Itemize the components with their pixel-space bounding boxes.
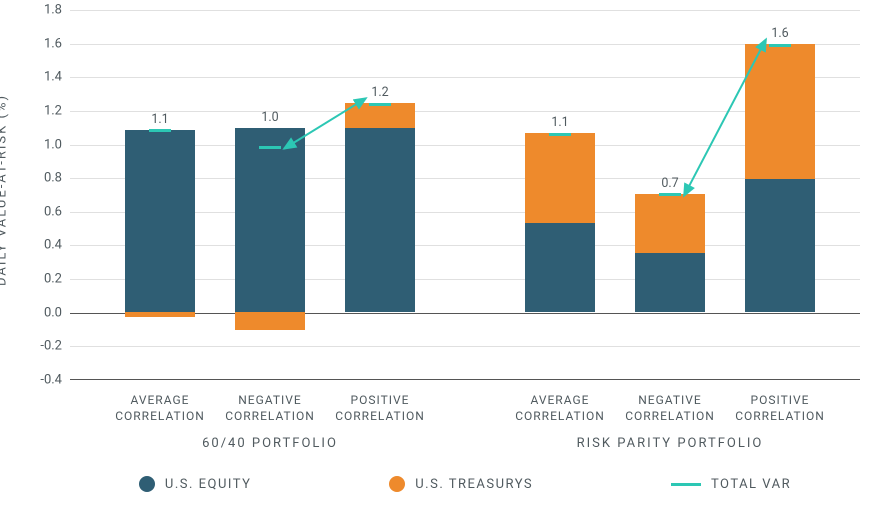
- legend-swatch-line: [671, 483, 701, 486]
- bar-segment-equity: [125, 130, 195, 312]
- bar-segment-equity: [345, 128, 415, 311]
- legend-label: TOTAL VAR: [711, 477, 791, 492]
- bar-value-label: 1.1: [151, 112, 168, 127]
- bar-segment-treasurys: [525, 133, 595, 222]
- y-tick-label: 0.6: [22, 204, 62, 219]
- bar-segment-equity: [635, 253, 705, 312]
- bar-segment-treasurys: [125, 312, 195, 317]
- y-tick-label: 1.6: [22, 36, 62, 51]
- total-var-marker: [659, 193, 681, 196]
- total-var-marker: [259, 146, 281, 149]
- y-tick-label: 0.2: [22, 272, 62, 287]
- bar: 1.0: [235, 9, 305, 379]
- y-tick-label: 0.4: [22, 238, 62, 253]
- bar: 1.2: [345, 9, 415, 379]
- bar-segment-equity: [525, 223, 595, 312]
- bar-segment-treasurys: [635, 194, 705, 253]
- legend-swatch-circle: [139, 476, 155, 492]
- category-label: POSITIVE CORRELATION: [330, 392, 430, 424]
- y-tick-label: 1.4: [22, 70, 62, 85]
- legend-item: TOTAL VAR: [671, 477, 791, 492]
- bar: 1.6: [745, 9, 815, 379]
- legend-label: U.S. TREASURYS: [415, 477, 533, 492]
- bar: 1.1: [525, 9, 595, 379]
- category-label: NEGATIVE CORRELATION: [620, 392, 720, 424]
- total-var-marker: [369, 103, 391, 106]
- bar: 1.1: [125, 9, 195, 379]
- legend: U.S. EQUITY U.S. TREASURYS TOTAL VAR: [70, 476, 860, 492]
- bar-segment-equity: [235, 128, 305, 311]
- y-tick-label: 0.0: [22, 305, 62, 320]
- bar-segment-treasurys: [235, 312, 305, 331]
- bar-value-label: 1.6: [771, 26, 788, 41]
- total-var-marker: [769, 44, 791, 47]
- y-tick-label: 1.8: [22, 3, 62, 18]
- chart-area: -0.4-0.20.00.20.40.60.81.01.21.41.61.81.…: [70, 10, 860, 380]
- y-axis-label: DAILY VALUE-AT-RISK (%): [0, 94, 10, 286]
- bar-value-label: 1.1: [551, 115, 568, 130]
- category-label: AVERAGE CORRELATION: [510, 392, 610, 424]
- y-tick-label: 1.0: [22, 137, 62, 152]
- bar: 0.7: [635, 9, 705, 379]
- legend-swatch-circle: [389, 476, 405, 492]
- total-var-marker: [149, 129, 171, 132]
- y-tick-label: 1.2: [22, 103, 62, 118]
- category-label: NEGATIVE CORRELATION: [220, 392, 320, 424]
- legend-item: U.S. TREASURYS: [389, 476, 533, 492]
- y-tick-label: -0.4: [22, 373, 62, 388]
- bar-value-label: 1.0: [261, 110, 278, 125]
- legend-item: U.S. EQUITY: [139, 476, 252, 492]
- category-label: POSITIVE CORRELATION: [730, 392, 830, 424]
- bar-value-label: 0.7: [661, 176, 678, 191]
- legend-label: U.S. EQUITY: [165, 477, 252, 492]
- total-var-marker: [549, 133, 571, 136]
- bar-segment-treasurys: [345, 103, 415, 128]
- bar-segment-equity: [745, 179, 815, 312]
- group-label: 60/40 PORTFOLIO: [150, 436, 390, 451]
- group-label: RISK PARITY PORTFOLIO: [550, 436, 790, 451]
- bar-value-label: 1.2: [371, 85, 388, 100]
- y-tick-label: -0.2: [22, 339, 62, 354]
- category-label: AVERAGE CORRELATION: [110, 392, 210, 424]
- y-tick-label: 0.8: [22, 171, 62, 186]
- bar-segment-treasurys: [745, 44, 815, 179]
- plot-area: -0.4-0.20.00.20.40.60.81.01.21.41.61.81.…: [70, 10, 860, 380]
